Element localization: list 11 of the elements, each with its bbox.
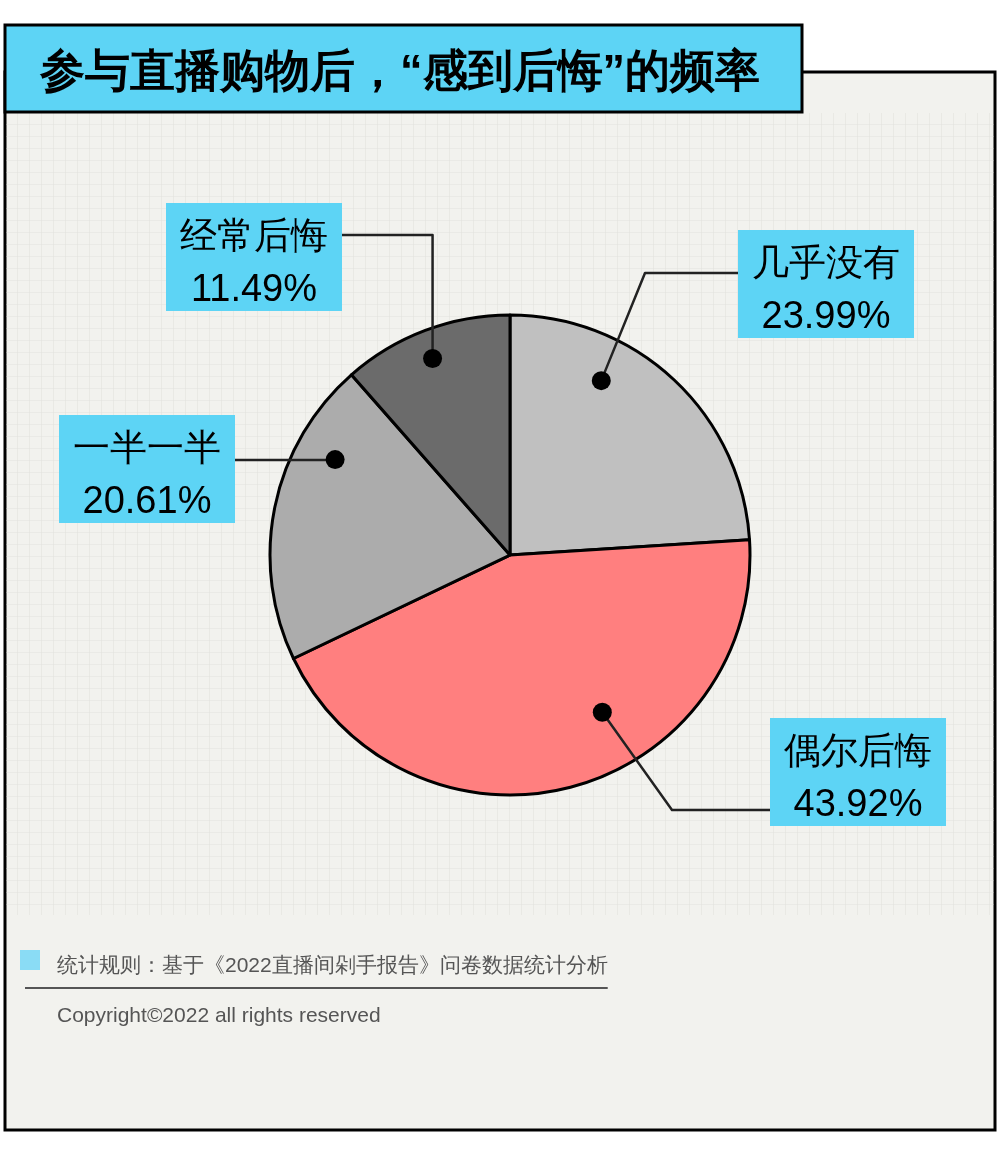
slice-label: 偶尔后悔 bbox=[784, 730, 932, 771]
data-label: 20.61% bbox=[82, 479, 212, 521]
data-label: 23.99% bbox=[761, 294, 891, 336]
text: Copyright©2022 all rights reserved bbox=[57, 1003, 381, 1026]
slice-label: 几乎没有 bbox=[752, 242, 900, 283]
slice-label: 经常后悔 bbox=[180, 215, 328, 256]
text: 统计规则：基于《2022直播间剁手报告》问卷数据统计分析 bbox=[57, 953, 608, 976]
data-label: 11.49% bbox=[190, 267, 318, 309]
data-label: 43.92% bbox=[793, 782, 923, 824]
slice-label: 一半一半 bbox=[73, 427, 221, 468]
chart-title: 参与直播购物后，“感到后悔”的频率 bbox=[39, 45, 760, 96]
